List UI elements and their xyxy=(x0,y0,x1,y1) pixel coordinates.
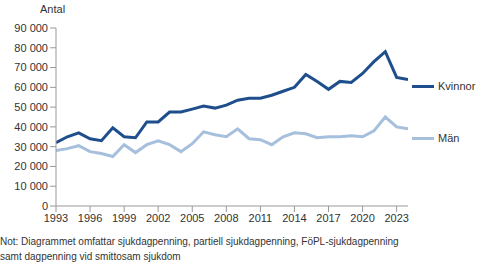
svg-text:30 000: 30 000 xyxy=(14,141,48,153)
svg-text:2011: 2011 xyxy=(249,212,273,224)
svg-text:2002: 2002 xyxy=(146,212,170,224)
html-text:Män: Män xyxy=(438,132,460,144)
svg-text:1996: 1996 xyxy=(78,212,102,224)
html-text:Antal: Antal xyxy=(40,3,66,15)
svg-text:2008: 2008 xyxy=(214,212,238,224)
svg-text:2017: 2017 xyxy=(316,212,340,224)
svg-text:2023: 2023 xyxy=(384,212,408,224)
svg-text:0: 0 xyxy=(42,200,48,212)
svg-text:60 000: 60 000 xyxy=(14,81,48,93)
html-text:Kvinnor: Kvinnor xyxy=(438,80,476,92)
svg-text:70 000: 70 000 xyxy=(14,61,48,73)
svg-text:90 000: 90 000 xyxy=(14,22,48,34)
svg-text:2020: 2020 xyxy=(350,212,374,224)
svg-text:1993: 1993 xyxy=(44,212,68,224)
html-text:samt dagpenning vid smittosam: samt dagpenning vid smittosam sjukdom xyxy=(0,251,181,262)
svg-text:2014: 2014 xyxy=(282,212,306,224)
svg-text:2005: 2005 xyxy=(180,212,204,224)
svg-text:10 000: 10 000 xyxy=(14,180,48,192)
svg-text:80 000: 80 000 xyxy=(14,42,48,54)
svg-text:50 000: 50 000 xyxy=(14,101,48,113)
html-text:Not: Diagrammet omfattar sjukd: Not: Diagrammet omfattar sjukdagpenning,… xyxy=(0,236,399,247)
svg-text:20 000: 20 000 xyxy=(14,160,48,172)
svg-text:40 000: 40 000 xyxy=(14,121,48,133)
svg-text:1999: 1999 xyxy=(112,212,136,224)
